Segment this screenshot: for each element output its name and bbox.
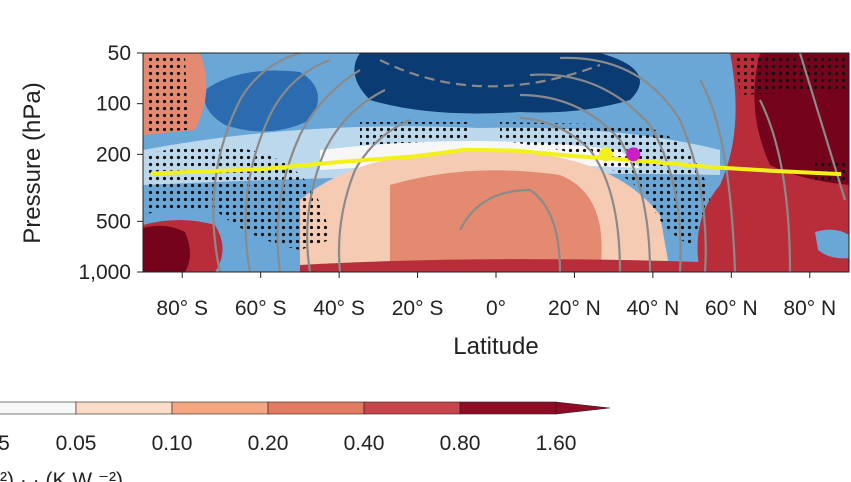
colorbar-segment <box>267 401 365 415</box>
contour-line <box>306 89 386 272</box>
contour-line <box>519 116 622 272</box>
y-tick-label: 200 <box>96 143 131 166</box>
colorbar-tick-label: 0.20 <box>248 432 289 455</box>
x-tick-label: 40° N <box>627 297 680 320</box>
contour-line <box>529 73 682 272</box>
x-tick-label: 20° S <box>392 297 444 320</box>
colorbar-tick-labels: 5 0.05 0.10 0.20 0.40 0.80 1.60 <box>0 432 576 455</box>
x-axis-title: Latitude <box>453 333 538 360</box>
marker-point <box>598 147 613 162</box>
contour-line <box>212 53 301 272</box>
x-tick-label: 0° <box>486 297 506 320</box>
colorbar-segment <box>75 401 173 415</box>
y-tick-label: 100 <box>96 93 131 116</box>
colorbar-segment <box>459 401 557 415</box>
contour-line <box>798 53 847 201</box>
stipple-right-band <box>500 122 710 245</box>
colorbar-tick-label: 0.05 <box>56 432 97 455</box>
contour-line <box>519 93 652 272</box>
x-tick-label: 20° N <box>548 297 601 320</box>
colorbar-tick-label: 0.40 <box>344 432 385 455</box>
stipple-right-upper <box>735 57 845 95</box>
stipple-right-small <box>815 160 845 182</box>
field-mid-red-core <box>390 170 602 272</box>
colorbar-segment <box>363 401 461 415</box>
stipple-center-band <box>360 122 470 145</box>
contour-line <box>459 188 562 272</box>
contour-line <box>559 56 707 272</box>
contour-line <box>276 69 361 272</box>
x-ticks: 80° S 60° S 40° S 20° S 0° 20° N 40° N 60° N 80°… <box>156 272 836 320</box>
x-tick-label: 60° N <box>705 297 758 320</box>
marker-point <box>626 147 641 162</box>
y-axis-title: Pressure (hPa) <box>19 82 46 243</box>
y-ticks: 50 100 200 500 1,000 <box>78 42 143 284</box>
x-tick-label: 60° S <box>235 297 287 320</box>
colorbar-tick-label: 5 <box>0 432 10 455</box>
colorbar-tick-label: 0.80 <box>440 432 481 455</box>
colorbar-label-partial: ²) · · (K W ⁻²) <box>0 469 123 482</box>
x-tick-label: 80° S <box>156 297 208 320</box>
contour-lines <box>212 53 847 272</box>
contour-line <box>244 58 331 272</box>
colorbar-segment <box>0 401 77 415</box>
colorbar <box>0 401 611 415</box>
colorbar-extend-arrow <box>555 401 611 415</box>
colorbar-tick-label: 1.60 <box>536 432 577 455</box>
tropopause-line <box>150 147 842 177</box>
x-tick-label: 80° N <box>783 297 836 320</box>
y-tick-label: 500 <box>96 210 131 233</box>
field-bottom-dark-red-strip <box>300 259 700 272</box>
y-tick-label: 50 <box>108 42 131 65</box>
contour-line <box>699 79 737 272</box>
stipple-left-upper <box>145 55 188 132</box>
contour-line-dashed <box>379 59 601 88</box>
colorbar-tick-label: 0.10 <box>152 432 193 455</box>
x-tick-label: 40° S <box>313 297 365 320</box>
plot-area <box>143 53 849 272</box>
field-left-bottom-deep-red <box>143 225 190 272</box>
field-dark-blue-region <box>354 53 640 114</box>
colorbar-segment <box>171 401 269 415</box>
field-right-blue-spot <box>815 229 849 259</box>
y-tick-label: 1,000 <box>78 261 131 284</box>
contour-line <box>337 118 411 272</box>
markers-group <box>598 147 641 162</box>
